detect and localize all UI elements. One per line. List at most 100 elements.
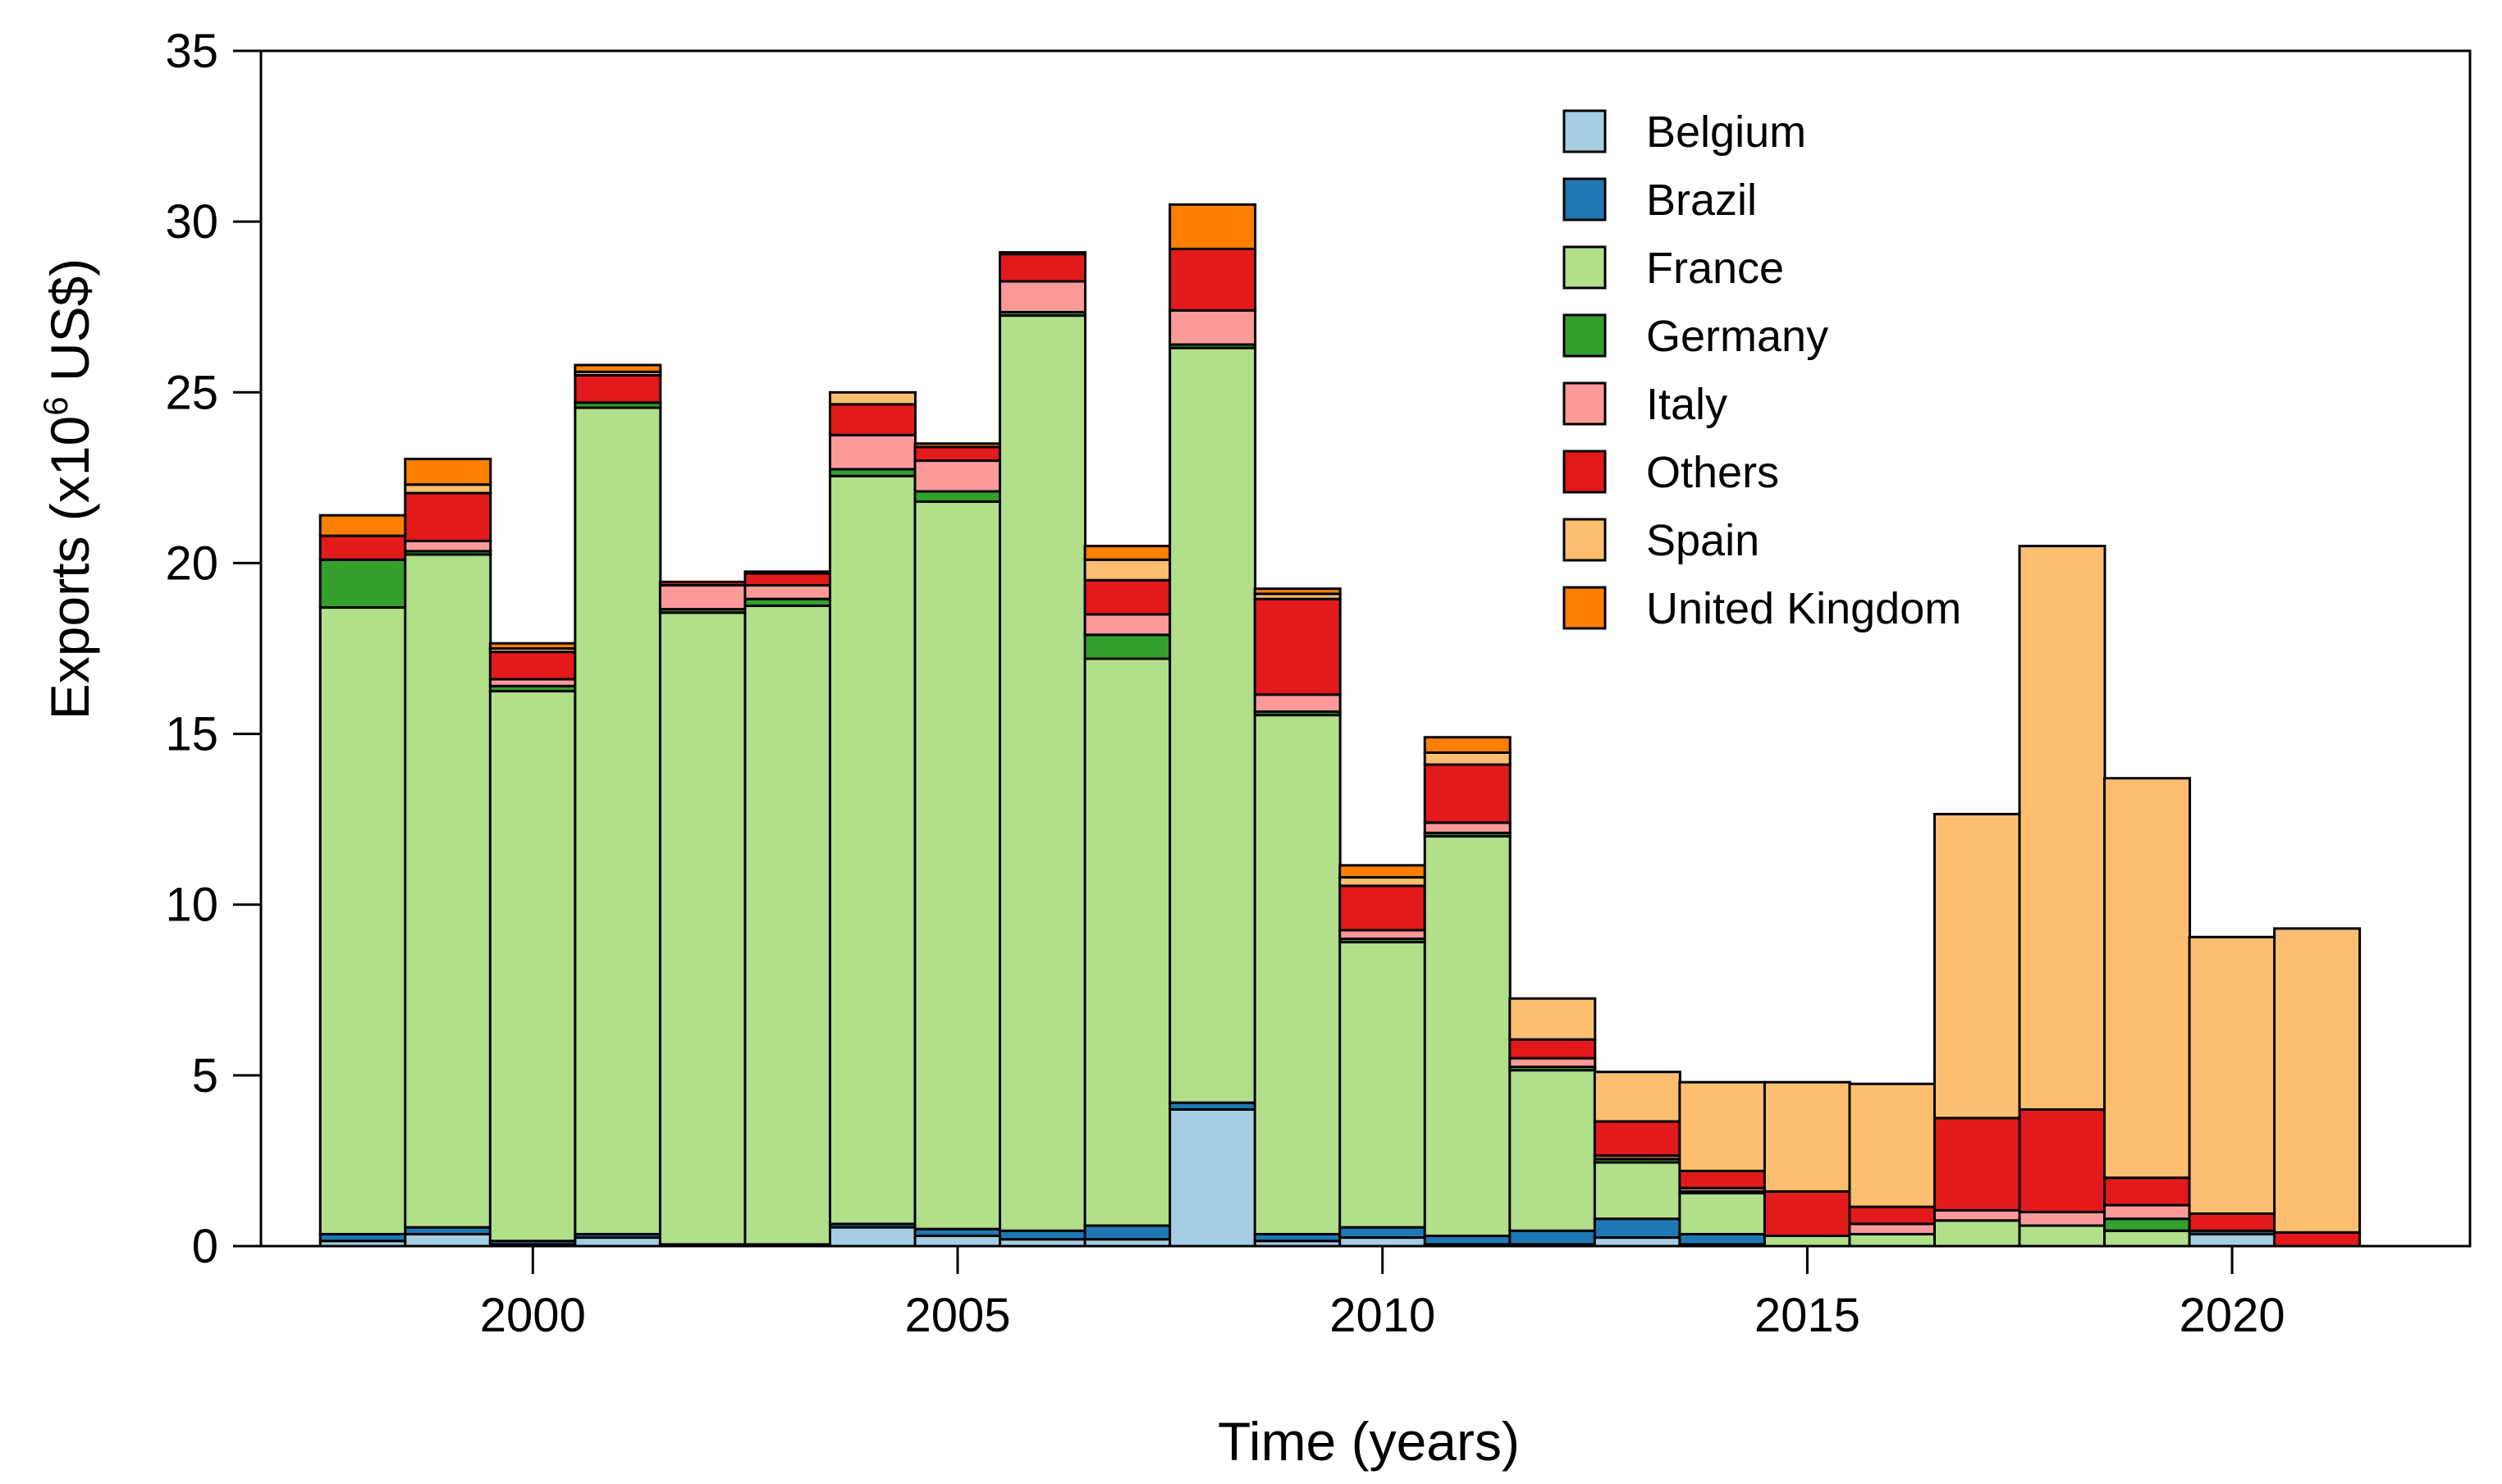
bar-segment-others-2005 [913, 445, 1002, 463]
legend-label-france: France [1646, 244, 1784, 293]
bar-segment-others-2011 [1423, 763, 1512, 824]
bar-segment-spain-2020 [2188, 935, 2276, 1215]
legend-label-others: Others [1646, 448, 1779, 497]
y-tick-label-25: 25 [165, 366, 218, 419]
bar-segment-france-2005 [913, 500, 1002, 1231]
bar-segment-france-2010 [1338, 941, 1427, 1229]
bar-segment-united-kingdom-1998 [318, 514, 407, 537]
bar-segment-spain-2021 [2273, 927, 2362, 1234]
bar-segment-italy-1999 [404, 539, 492, 553]
bar-segment-others-2013 [1593, 1120, 1681, 1158]
bar-stack-1998 [318, 514, 407, 1248]
bar-segment-france-2014 [1678, 1191, 1767, 1235]
bar-segment-others-2008 [1169, 247, 1257, 312]
bar-segment-united-kingdom-2003 [743, 570, 832, 575]
bar-stack-2005 [913, 442, 1002, 1248]
bar-segment-spain-2018 [2018, 545, 2106, 1111]
bar-segment-spain-2014 [1678, 1080, 1767, 1172]
bar-stack-2015 [1763, 1080, 1851, 1248]
bar-segment-belgium-2010 [1338, 1236, 1427, 1248]
x-tick-label-2005: 2005 [904, 1289, 1010, 1342]
bar-segment-united-kingdom-2009 [1253, 587, 1342, 596]
bar-segment-france-2006 [999, 314, 1087, 1232]
bar-stack-2019 [2103, 777, 2192, 1248]
bar-segment-france-2002 [658, 611, 747, 1246]
bar-segment-brazil-2013 [1593, 1217, 1681, 1240]
bar-stack-2004 [828, 390, 917, 1248]
bar-segment-france-2013 [1593, 1161, 1681, 1221]
legend-swatch-others [1562, 450, 1607, 494]
bar-stack-2007 [1083, 545, 1172, 1248]
bar-segment-italy-2012 [1508, 1057, 1597, 1068]
bar-segment-others-2016 [1848, 1205, 1937, 1226]
bar-stack-2021 [2273, 927, 2362, 1248]
bar-segment-belgium-2001 [574, 1236, 662, 1248]
bar-segment-brazil-2011 [1423, 1235, 1512, 1246]
bar-segment-others-2010 [1338, 884, 1427, 932]
bar-segment-france-1998 [318, 606, 407, 1235]
bar-segment-others-2020 [2188, 1212, 2276, 1232]
bar-segment-others-2004 [828, 403, 917, 436]
legend-swatch-italy [1562, 381, 1607, 426]
bar-segment-united-kingdom-2005 [913, 442, 1002, 449]
bar-segment-others-2009 [1253, 597, 1342, 696]
y-axis-title-end: US$) [39, 258, 100, 397]
bar-segment-others-1999 [404, 491, 492, 542]
bar-segment-italy-2019 [2103, 1203, 2192, 1221]
bar-segment-brazil-2010 [1338, 1226, 1427, 1240]
y-tick-label-20: 20 [165, 537, 218, 590]
legend-label-brazil: Brazil [1646, 176, 1757, 225]
bar-segment-italy-2002 [658, 583, 747, 611]
legend-swatch-germany [1562, 313, 1607, 358]
bar-segment-united-kingdom-2011 [1423, 736, 1512, 754]
bar-segment-italy-2007 [1083, 613, 1172, 637]
bar-segment-spain-2011 [1423, 751, 1512, 766]
bar-segment-italy-2017 [1933, 1208, 2021, 1222]
bar-segment-others-2000 [488, 651, 577, 681]
bar-segment-italy-2004 [828, 433, 917, 471]
bar-segment-germany-2019 [2103, 1217, 2192, 1232]
legend-swatch-spain [1562, 518, 1607, 562]
bar-stack-2014 [1678, 1080, 1767, 1248]
bar-segment-france-2004 [828, 474, 917, 1226]
x-tick-label-2010: 2010 [1329, 1289, 1435, 1342]
bar-segment-spain-2013 [1593, 1071, 1681, 1123]
bar-segment-belgium-2008 [1169, 1107, 1257, 1248]
axes-group: 0 5 10 15 20 25 30 35 2000 2005 2010 2015 2020 [165, 25, 2472, 1342]
bar-segment-france-2007 [1083, 657, 1172, 1227]
bar-segment-belgium-1999 [404, 1232, 492, 1248]
bar-segment-france-1999 [404, 553, 492, 1229]
bar-segment-spain-2007 [1083, 558, 1172, 582]
bar-segment-brazil-2006 [999, 1229, 1087, 1241]
legend-label-belgium: Belgium [1646, 107, 1806, 157]
bar-segment-united-kingdom-2007 [1083, 545, 1172, 561]
bar-stack-2011 [1423, 736, 1512, 1248]
bar-segment-united-kingdom-2000 [488, 642, 577, 651]
x-tick-label-2000: 2000 [480, 1289, 586, 1342]
bar-stack-2018 [2018, 545, 2106, 1248]
legend-swatch-france [1562, 245, 1607, 290]
bar-segment-others-2002 [658, 580, 747, 587]
bar-segment-italy-2010 [1338, 929, 1427, 940]
bar-segment-others-2006 [999, 253, 1087, 283]
bar-segment-belgium-2004 [828, 1226, 917, 1248]
bar-stack-2000 [488, 642, 577, 1248]
bar-segment-belgium-2005 [913, 1235, 1002, 1248]
y-tick-label-5: 5 [192, 1049, 218, 1103]
bar-segment-others-2018 [2018, 1107, 2106, 1213]
bar-segment-italy-2018 [2018, 1210, 2106, 1227]
bar-segment-france-2019 [2103, 1229, 2192, 1248]
bar-segment-france-2008 [1169, 346, 1257, 1104]
bar-segment-spain-2010 [1338, 875, 1427, 888]
y-tick-label-15: 15 [165, 708, 218, 761]
bar-segment-spain-2019 [2103, 777, 2192, 1180]
bar-stack-2009 [1253, 587, 1342, 1248]
bar-segment-united-kingdom-2008 [1169, 203, 1257, 250]
bar-segment-germany-2007 [1083, 633, 1172, 660]
bar-segment-others-2019 [2103, 1176, 2192, 1207]
y-tick-label-35: 35 [165, 25, 218, 78]
y-tick-label-30: 30 [165, 195, 218, 249]
bar-stack-1999 [404, 457, 492, 1248]
